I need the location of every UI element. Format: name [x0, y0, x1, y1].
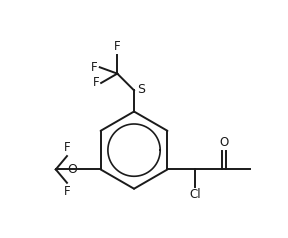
Text: Cl: Cl: [189, 188, 201, 201]
Text: F: F: [64, 184, 70, 198]
Text: F: F: [92, 76, 99, 89]
Text: S: S: [137, 83, 145, 96]
Text: F: F: [91, 61, 98, 74]
Text: O: O: [67, 163, 77, 176]
Text: F: F: [114, 40, 121, 53]
Text: F: F: [64, 141, 70, 154]
Text: O: O: [219, 136, 229, 149]
